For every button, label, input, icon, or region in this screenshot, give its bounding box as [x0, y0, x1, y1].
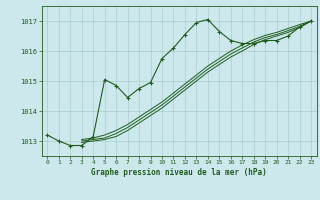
X-axis label: Graphe pression niveau de la mer (hPa): Graphe pression niveau de la mer (hPa): [91, 168, 267, 177]
